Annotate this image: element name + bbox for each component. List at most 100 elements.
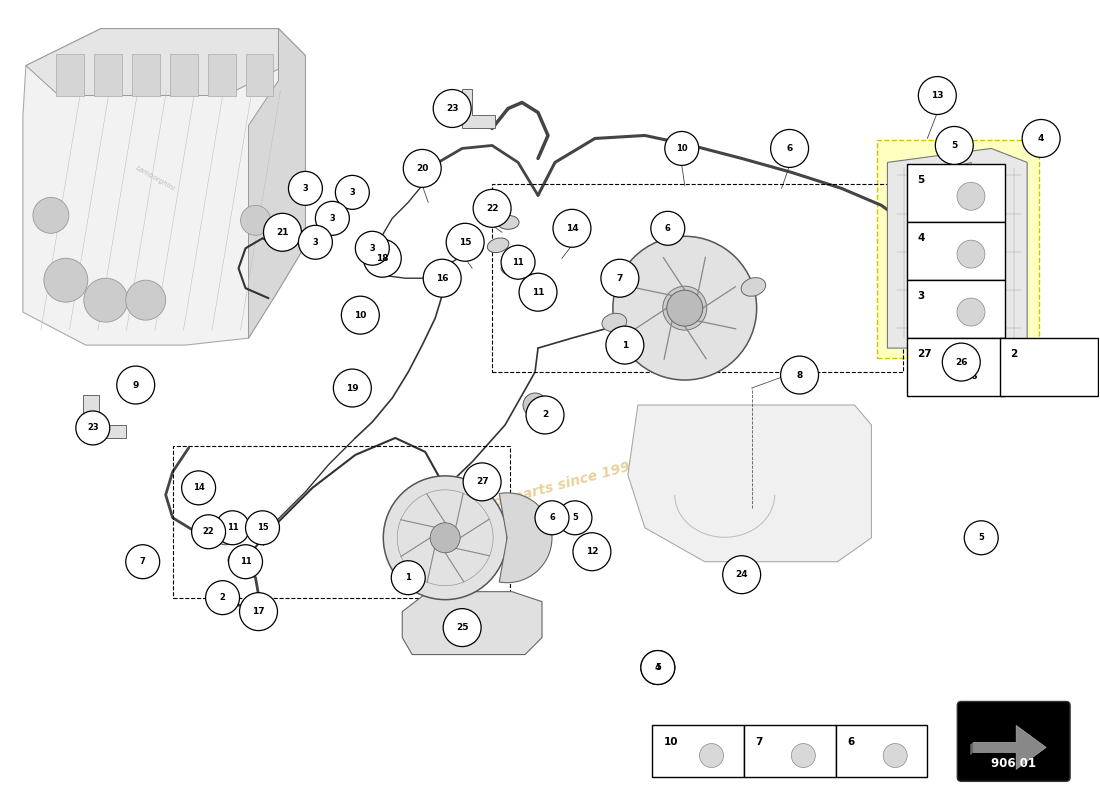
Circle shape bbox=[502, 246, 535, 279]
Polygon shape bbox=[947, 162, 971, 358]
Text: 23: 23 bbox=[446, 104, 459, 113]
Circle shape bbox=[883, 743, 908, 767]
Bar bbox=[908, 222, 1005, 280]
Text: 12: 12 bbox=[585, 547, 598, 556]
Polygon shape bbox=[56, 54, 84, 95]
Text: 2: 2 bbox=[1010, 349, 1018, 358]
Circle shape bbox=[641, 650, 674, 685]
Text: 16: 16 bbox=[436, 274, 449, 282]
Text: 17: 17 bbox=[252, 607, 265, 616]
Text: 11: 11 bbox=[240, 558, 252, 566]
Circle shape bbox=[641, 650, 674, 685]
Polygon shape bbox=[888, 149, 1027, 348]
Bar bbox=[836, 726, 927, 778]
Circle shape bbox=[606, 326, 643, 364]
Circle shape bbox=[935, 126, 974, 165]
Circle shape bbox=[191, 515, 225, 549]
Text: 23: 23 bbox=[87, 423, 99, 433]
Circle shape bbox=[573, 533, 610, 570]
Circle shape bbox=[651, 211, 685, 246]
Ellipse shape bbox=[741, 278, 766, 296]
Circle shape bbox=[341, 296, 380, 334]
Circle shape bbox=[723, 556, 760, 594]
Circle shape bbox=[316, 202, 350, 235]
Ellipse shape bbox=[201, 518, 223, 532]
Text: 3: 3 bbox=[350, 188, 355, 197]
Circle shape bbox=[601, 259, 639, 297]
FancyBboxPatch shape bbox=[957, 702, 1070, 782]
Text: 5: 5 bbox=[978, 534, 984, 542]
Circle shape bbox=[84, 278, 128, 322]
Text: 6: 6 bbox=[549, 514, 554, 522]
Polygon shape bbox=[169, 54, 198, 95]
Text: 13: 13 bbox=[931, 91, 944, 100]
Bar bbox=[652, 726, 744, 778]
Text: 2: 2 bbox=[220, 593, 225, 602]
Text: Lamborghini: Lamborghini bbox=[135, 165, 176, 192]
Polygon shape bbox=[974, 726, 1046, 770]
Text: 6: 6 bbox=[786, 144, 793, 153]
Circle shape bbox=[216, 511, 250, 545]
Text: 3: 3 bbox=[330, 214, 336, 223]
Circle shape bbox=[443, 609, 481, 646]
Circle shape bbox=[76, 411, 110, 445]
Text: 5: 5 bbox=[654, 663, 661, 672]
Text: 15: 15 bbox=[459, 238, 472, 246]
Text: 9: 9 bbox=[132, 381, 139, 390]
Circle shape bbox=[791, 743, 815, 767]
Ellipse shape bbox=[497, 215, 519, 230]
Circle shape bbox=[117, 366, 155, 404]
Text: 3: 3 bbox=[312, 238, 318, 246]
Circle shape bbox=[404, 150, 441, 187]
Text: 10: 10 bbox=[354, 310, 366, 320]
Text: 19: 19 bbox=[346, 383, 359, 393]
Text: 3: 3 bbox=[917, 290, 925, 301]
Circle shape bbox=[522, 393, 547, 417]
Polygon shape bbox=[462, 89, 495, 129]
Text: 27: 27 bbox=[917, 349, 932, 358]
Polygon shape bbox=[26, 29, 306, 95]
Bar bbox=[1000, 338, 1098, 396]
Polygon shape bbox=[132, 54, 160, 95]
Circle shape bbox=[558, 501, 592, 534]
Circle shape bbox=[673, 296, 696, 320]
Circle shape bbox=[667, 290, 703, 326]
Circle shape bbox=[430, 522, 460, 553]
Bar bbox=[908, 338, 1005, 396]
Text: 24: 24 bbox=[736, 570, 748, 579]
Bar bbox=[908, 280, 1005, 338]
Text: 20: 20 bbox=[416, 164, 428, 173]
Polygon shape bbox=[23, 29, 306, 345]
Text: 1: 1 bbox=[621, 341, 628, 350]
Text: 8: 8 bbox=[796, 370, 803, 379]
Circle shape bbox=[363, 239, 402, 278]
Polygon shape bbox=[245, 54, 274, 95]
Text: 4: 4 bbox=[654, 663, 661, 672]
Circle shape bbox=[664, 131, 698, 166]
Text: 26: 26 bbox=[965, 372, 978, 381]
Circle shape bbox=[336, 175, 370, 210]
Text: 5: 5 bbox=[952, 141, 957, 150]
Text: 6: 6 bbox=[664, 224, 671, 233]
Circle shape bbox=[424, 259, 461, 297]
Circle shape bbox=[240, 593, 277, 630]
Circle shape bbox=[355, 231, 389, 266]
Text: 10: 10 bbox=[676, 144, 688, 153]
Circle shape bbox=[433, 90, 471, 127]
Text: 2: 2 bbox=[542, 410, 548, 419]
Circle shape bbox=[700, 743, 724, 767]
Ellipse shape bbox=[502, 262, 522, 275]
Ellipse shape bbox=[487, 238, 509, 253]
Text: 3: 3 bbox=[370, 244, 375, 253]
Ellipse shape bbox=[602, 314, 627, 331]
Circle shape bbox=[771, 130, 808, 167]
Circle shape bbox=[33, 198, 69, 234]
Circle shape bbox=[1022, 119, 1060, 158]
Text: 27: 27 bbox=[476, 478, 488, 486]
Circle shape bbox=[298, 226, 332, 259]
Circle shape bbox=[957, 182, 984, 210]
Text: 1: 1 bbox=[405, 573, 411, 582]
Polygon shape bbox=[94, 54, 122, 95]
Text: 5: 5 bbox=[572, 514, 578, 522]
Text: 22: 22 bbox=[202, 527, 215, 536]
